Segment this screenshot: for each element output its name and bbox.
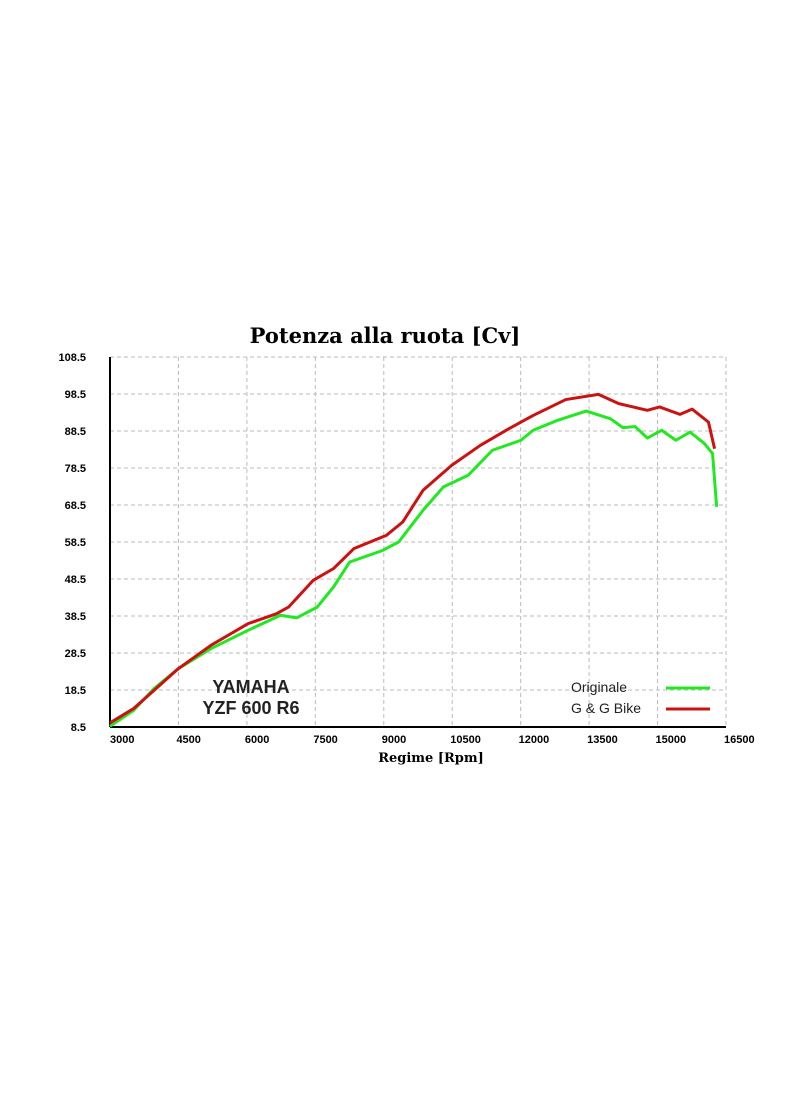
y-tick-label: 18.5 [65, 685, 86, 697]
x-tick-label: 3000 [110, 734, 134, 746]
x-axis-label: Regime [Rpm] [378, 751, 484, 766]
x-tick-label: 4500 [176, 734, 200, 746]
legend: Originale G & G Bike [571, 679, 710, 716]
y-axis-ticks: 108.5 98.5 88.5 78.5 68.5 58.5 48.5 38.5 28.5 18.… [58, 352, 86, 734]
legend-label-originale: Originale [571, 679, 627, 695]
grid [110, 356, 727, 727]
y-tick-label: 8.5 [71, 722, 86, 734]
series-lines [109, 392, 719, 728]
x-tick-label: 12000 [519, 734, 550, 746]
y-tick-label: 58.5 [65, 537, 86, 549]
x-axis-ticks: 3000 4500 6000 7500 9000 10500 12000 13500 15000… [110, 734, 755, 746]
series-line-gg-bike [109, 392, 717, 725]
y-tick-label: 88.5 [65, 426, 86, 438]
y-tick-label: 78.5 [65, 463, 86, 475]
y-tick-label: 48.5 [65, 574, 86, 586]
y-tick-label: 28.5 [65, 648, 86, 660]
x-tick-label: 10500 [450, 734, 481, 746]
series-line-originale [109, 409, 719, 728]
x-tick-label: 16500 [724, 734, 755, 746]
y-tick-label: 98.5 [65, 389, 86, 401]
x-tick-label: 6000 [245, 734, 269, 746]
legend-label-gg-bike: G & G Bike [571, 700, 641, 716]
annotation-model: YZF 600 R6 [202, 698, 299, 718]
x-tick-label: 7500 [313, 734, 337, 746]
y-tick-label: 68.5 [65, 500, 86, 512]
y-tick-label: 108.5 [58, 352, 86, 364]
x-tick-label: 13500 [587, 734, 618, 746]
y-tick-label: 38.5 [65, 611, 86, 623]
chart-title: Potenza alla ruota [Cv] [250, 323, 521, 348]
annotation-make: YAMAHA [212, 677, 289, 697]
x-tick-label: 9000 [382, 734, 406, 746]
x-tick-label: 15000 [656, 734, 687, 746]
